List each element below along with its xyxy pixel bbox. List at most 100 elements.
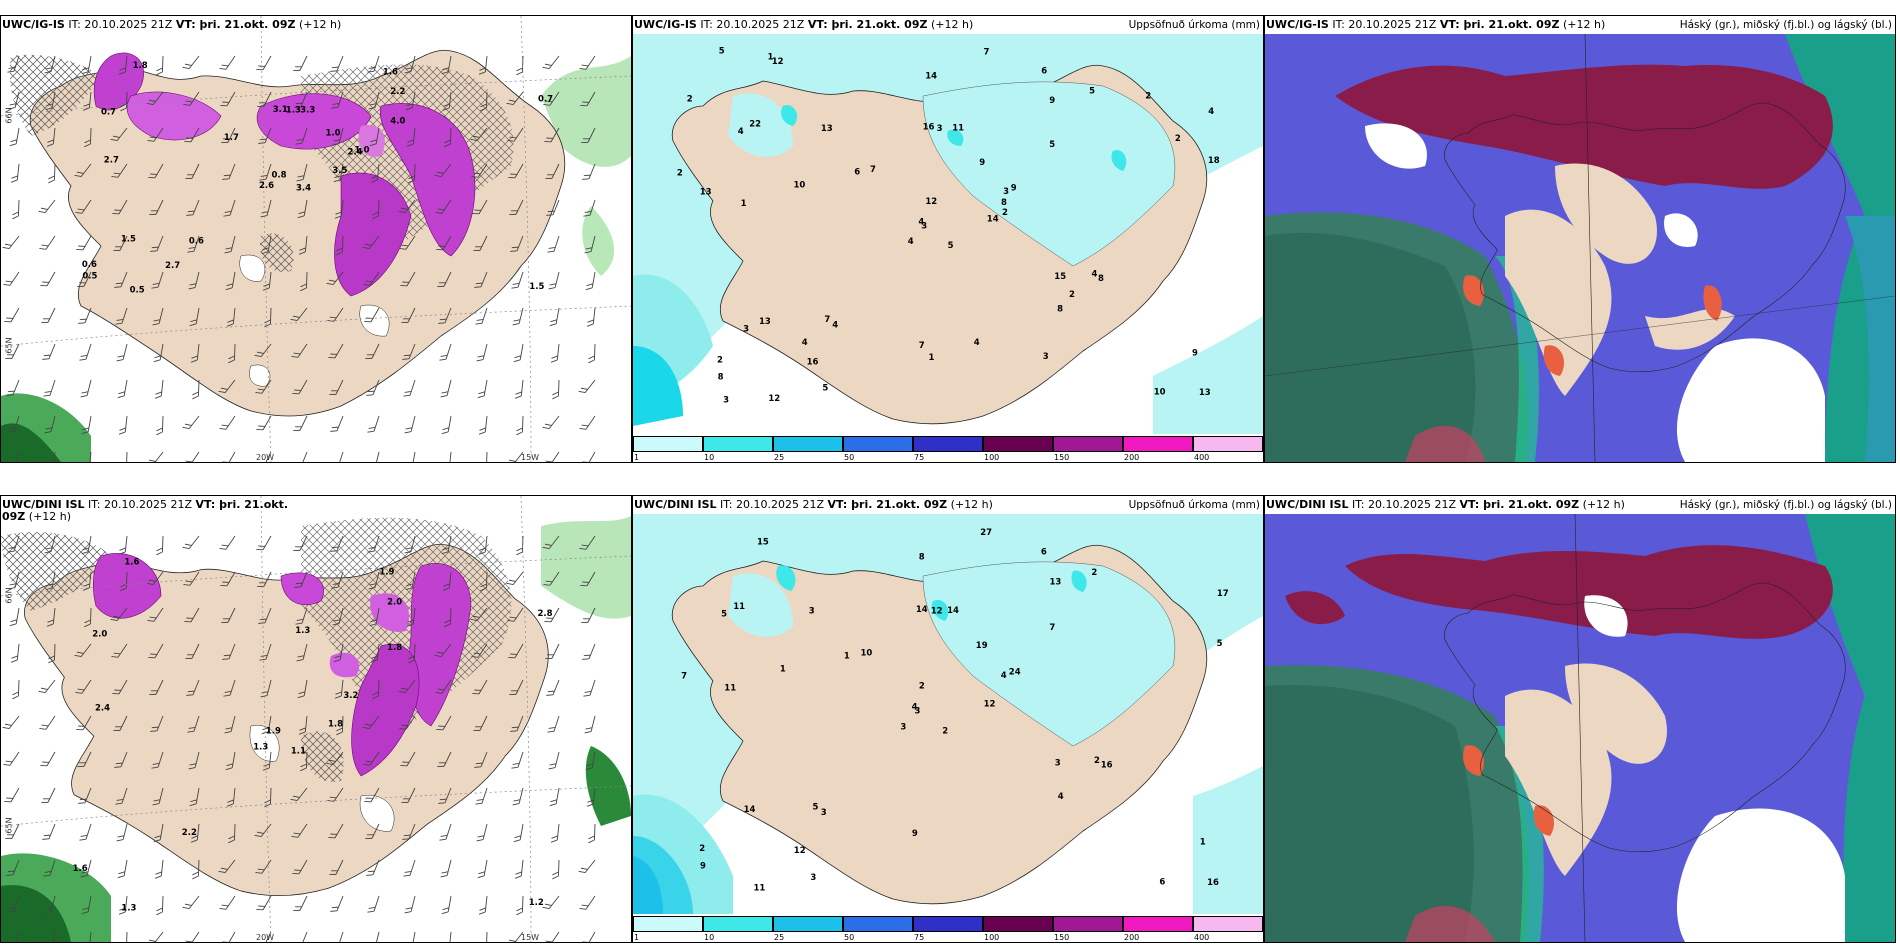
- wind-barb: [442, 930, 452, 942]
- precip-value: 2: [687, 95, 693, 105]
- precip-value: 2: [942, 727, 948, 737]
- panel-title: UWC/IG-IS IT: 20.10.2025 21Z VT: þri. 21…: [2, 18, 342, 31]
- temperature-value: 1.5: [121, 235, 136, 245]
- precip-value: 11: [952, 124, 964, 134]
- wind-barb: [154, 858, 164, 880]
- precip-value: 5: [1217, 639, 1223, 649]
- wind-barb: [477, 858, 488, 880]
- precip-value: 6: [1041, 547, 1047, 557]
- lat-label: 65N: [4, 817, 14, 834]
- precip-value: 2: [699, 844, 705, 854]
- wind-barb: [10, 642, 20, 664]
- wind-barb: [255, 52, 272, 73]
- wind-barb: [218, 412, 236, 433]
- wind-barb: [441, 894, 452, 916]
- wind-barb: [441, 414, 452, 436]
- wind-barb: [582, 677, 596, 699]
- wind-barb: [41, 341, 56, 363]
- precip-value: 1: [1200, 837, 1206, 847]
- wind-barb: [438, 821, 452, 843]
- precip-value: 2: [1091, 568, 1097, 578]
- wind-barb: [402, 377, 416, 399]
- lon-label: 15W: [521, 933, 540, 942]
- precip-value: 2: [1069, 290, 1075, 300]
- precip-value: 4: [912, 702, 918, 712]
- temperature-value: 1.6: [73, 864, 88, 874]
- wind-barb: [329, 413, 344, 435]
- wind-barb: [584, 714, 596, 735]
- precip-value: 14: [987, 214, 999, 224]
- wind-barb: [11, 679, 20, 700]
- legend-tick: 25: [774, 933, 785, 942]
- precip-value: 16: [1207, 878, 1219, 888]
- precip-value: 9: [700, 862, 706, 872]
- wind-barb: [182, 448, 200, 462]
- precip-value: 3: [921, 221, 927, 231]
- wind-barb: [2, 748, 20, 769]
- precip-value: 4: [1092, 270, 1098, 280]
- temperature-value: 0.6: [82, 260, 97, 270]
- precip-value: 12: [794, 846, 806, 856]
- precip-map: 2532436141312151611173711141914109121224…: [633, 514, 1263, 914]
- precip-value: 13: [1199, 388, 1211, 398]
- wind-barb: [578, 375, 596, 396]
- precip-value: 7: [919, 341, 925, 351]
- wind-temp-map: 1.1 2.0 1.9 1.6 3.2 2.2 1.9 1.3 2.0 1.8 1.6 1.2 2.4 2…: [1, 496, 631, 942]
- wind-barb: [255, 892, 272, 913]
- precip-value: 13: [700, 187, 712, 197]
- wind-barb: [41, 821, 56, 843]
- precip-value: 14: [925, 72, 937, 82]
- precip-value: 6: [854, 168, 860, 178]
- wind-barb: [512, 306, 524, 327]
- wind-barb: [479, 931, 488, 942]
- precip-value: 1: [780, 665, 786, 675]
- wind-barb: [11, 199, 20, 220]
- precip-value: 1: [844, 651, 850, 661]
- precip-value: 7: [870, 165, 876, 175]
- precip-value: 16: [923, 123, 935, 133]
- temperature-value: 2.8: [538, 609, 553, 619]
- wind-barb: [118, 414, 128, 436]
- cloud-map: [1265, 513, 1895, 942]
- precip-value: 10: [861, 649, 873, 659]
- temperature-value: 0.5: [82, 271, 97, 281]
- precip-value: 4: [832, 320, 838, 330]
- precip-value: 12: [772, 57, 784, 67]
- wind-barb: [155, 895, 164, 916]
- legend-swatch: [1053, 436, 1123, 452]
- wind-barb: [146, 447, 164, 462]
- wind-barb: [10, 162, 20, 184]
- precip-value: 1: [929, 353, 935, 363]
- lon-label: 20W: [256, 933, 275, 942]
- precip-value: 13: [1050, 578, 1062, 588]
- wind-barb: [292, 892, 308, 914]
- panel-title: UWC/DINI ISL IT: 20.10.2025 21Z VT: þri.…: [634, 498, 993, 511]
- wind-barb: [75, 232, 92, 253]
- wind-barb: [405, 450, 416, 462]
- precip-value: 12: [931, 606, 943, 616]
- temperature-value: 2.6: [259, 181, 274, 191]
- wind-temp-map: 3.4 0.7 0.8 0.6 2.4 0.6 1.6 3.3 2.2 3.5 1.8 1.5 2.7 0…: [1, 16, 631, 462]
- legend-tick: 25: [774, 453, 785, 462]
- precip-value: 1: [741, 199, 747, 209]
- legend-tick: 200: [1124, 933, 1140, 942]
- wind-barb: [478, 414, 488, 436]
- precip-value: 5: [1089, 87, 1095, 97]
- wind-barb: [440, 378, 452, 399]
- panel-subtitle: Háský (gr.), miðský (fj.bl.) og lágský (…: [1679, 499, 1892, 511]
- wind-barb: [479, 451, 488, 462]
- precip-value: 4: [1208, 107, 1214, 117]
- precip-value: 18: [1208, 156, 1220, 166]
- precip-value: 12: [984, 699, 996, 709]
- wind-barb: [581, 641, 596, 663]
- legend-tick: 400: [1194, 933, 1210, 942]
- wind-barb: [182, 531, 200, 552]
- temperature-value: 1.3: [121, 904, 136, 914]
- precip-map: 5432346119141213144512169137816398221413…: [633, 34, 1263, 434]
- wind-barb: [42, 377, 56, 399]
- precip-value: 15: [1054, 272, 1066, 282]
- wind-barb: [551, 859, 560, 880]
- legend-swatch: [913, 916, 983, 932]
- temperature-value: 2.7: [104, 156, 119, 166]
- wind-barb: [154, 378, 164, 400]
